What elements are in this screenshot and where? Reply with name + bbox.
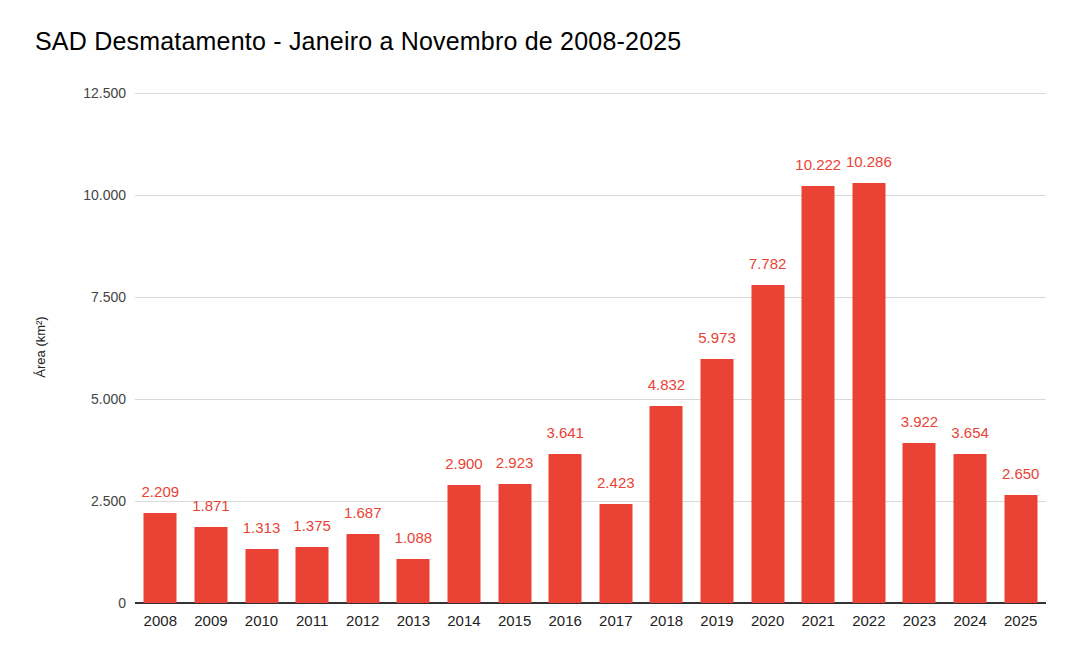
bar-2019: [701, 359, 734, 603]
bar-2014: [447, 485, 480, 603]
y-tick-label: 2.500: [0, 493, 126, 509]
x-tick-label-2015: 2015: [489, 612, 540, 629]
bar-slot-2013: 1.088: [388, 93, 439, 603]
x-tick-label-2025: 2025: [995, 612, 1046, 629]
bar-2021: [802, 186, 835, 603]
x-tick-label-2012: 2012: [337, 612, 388, 629]
x-tick-label-2020: 2020: [742, 612, 793, 629]
bar-2020: [751, 285, 784, 603]
chart-canvas: SAD Desmatamento - Janeiro a Novembro de…: [0, 0, 1080, 664]
bar-2025: [1004, 495, 1037, 603]
bar-value-label-2016: 3.641: [546, 424, 584, 441]
bar-value-label-2008: 2.209: [142, 483, 180, 500]
bar-2011: [296, 547, 329, 603]
bar-slot-2009: 1.871: [186, 93, 237, 603]
x-tick-label-2009: 2009: [186, 612, 237, 629]
bar-slot-2016: 3.641: [540, 93, 591, 603]
bar-2012: [346, 534, 379, 603]
x-tick-label-2011: 2011: [287, 612, 338, 629]
x-tick-label-2014: 2014: [439, 612, 490, 629]
x-tick-label-2018: 2018: [641, 612, 692, 629]
x-tick-label-2022: 2022: [844, 612, 895, 629]
bar-2008: [144, 513, 177, 603]
chart-title: SAD Desmatamento - Janeiro a Novembro de…: [35, 27, 681, 56]
bar-value-label-2011: 1.375: [293, 517, 331, 534]
bar-slot-2020: 7.782: [742, 93, 793, 603]
bar-value-label-2022: 10.286: [846, 153, 892, 170]
bar-slot-2022: 10.286: [844, 93, 895, 603]
x-tick-label-2016: 2016: [540, 612, 591, 629]
bar-slot-2021: 10.222: [793, 93, 844, 603]
bar-2022: [852, 183, 885, 603]
bar-value-label-2013: 1.088: [395, 529, 433, 546]
bar-2023: [903, 443, 936, 603]
bar-2024: [954, 454, 987, 603]
bar-slot-2025: 2.650: [995, 93, 1046, 603]
bar-value-label-2021: 10.222: [795, 156, 841, 173]
y-tick-label: 0: [0, 595, 126, 611]
bar-slot-2018: 4.832: [641, 93, 692, 603]
bar-slot-2017: 2.423: [591, 93, 642, 603]
bar-slot-2024: 3.654: [945, 93, 996, 603]
bar-2010: [245, 549, 278, 603]
bar-value-label-2015: 2.923: [496, 454, 534, 471]
x-tick-label-2023: 2023: [894, 612, 945, 629]
x-tick-label-2019: 2019: [692, 612, 743, 629]
bar-slot-2023: 3.922: [894, 93, 945, 603]
x-tick-label-2010: 2010: [236, 612, 287, 629]
y-tick-label: 7.500: [0, 289, 126, 305]
plot-area: 2.209 1.871 1.313 1.375 1.687 1.088 2.900 2.923…: [135, 93, 1046, 603]
bar-slot-2008: 2.209: [135, 93, 186, 603]
bar-value-label-2012: 1.687: [344, 504, 382, 521]
bar-value-label-2009: 1.871: [192, 497, 230, 514]
bar-value-label-2025: 2.650: [1002, 465, 1040, 482]
y-tick-label: 10.000: [0, 187, 126, 203]
bar-value-label-2023: 3.922: [901, 413, 939, 430]
x-tick-label-2021: 2021: [793, 612, 844, 629]
bar-slot-2012: 1.687: [337, 93, 388, 603]
x-tick-label-2013: 2013: [388, 612, 439, 629]
bar-2018: [650, 406, 683, 603]
bar-value-label-2017: 2.423: [597, 474, 635, 491]
bar-slot-2014: 2.900: [439, 93, 490, 603]
bar-value-label-2014: 2.900: [445, 455, 483, 472]
bar-value-label-2020: 7.782: [749, 255, 787, 272]
bar-slot-2011: 1.375: [287, 93, 338, 603]
bar-value-label-2019: 5.973: [698, 329, 736, 346]
x-tick-label-2008: 2008: [135, 612, 186, 629]
y-tick-label: 5.000: [0, 391, 126, 407]
bar-slot-2015: 2.923: [489, 93, 540, 603]
bar-value-label-2018: 4.832: [648, 376, 686, 393]
bar-slot-2019: 5.973: [692, 93, 743, 603]
bar-2015: [498, 484, 531, 603]
bar-2009: [194, 527, 227, 603]
bar-slot-2010: 1.313: [236, 93, 287, 603]
x-tick-label-2017: 2017: [591, 612, 642, 629]
bar-2016: [549, 454, 582, 603]
y-tick-label: 12.500: [0, 85, 126, 101]
bar-value-label-2010: 1.313: [243, 519, 281, 536]
x-tick-label-2024: 2024: [945, 612, 996, 629]
bar-2013: [397, 559, 430, 603]
y-axis-title: Área (km²): [33, 316, 48, 377]
bar-value-label-2024: 3.654: [951, 424, 989, 441]
bar-2017: [599, 504, 632, 603]
